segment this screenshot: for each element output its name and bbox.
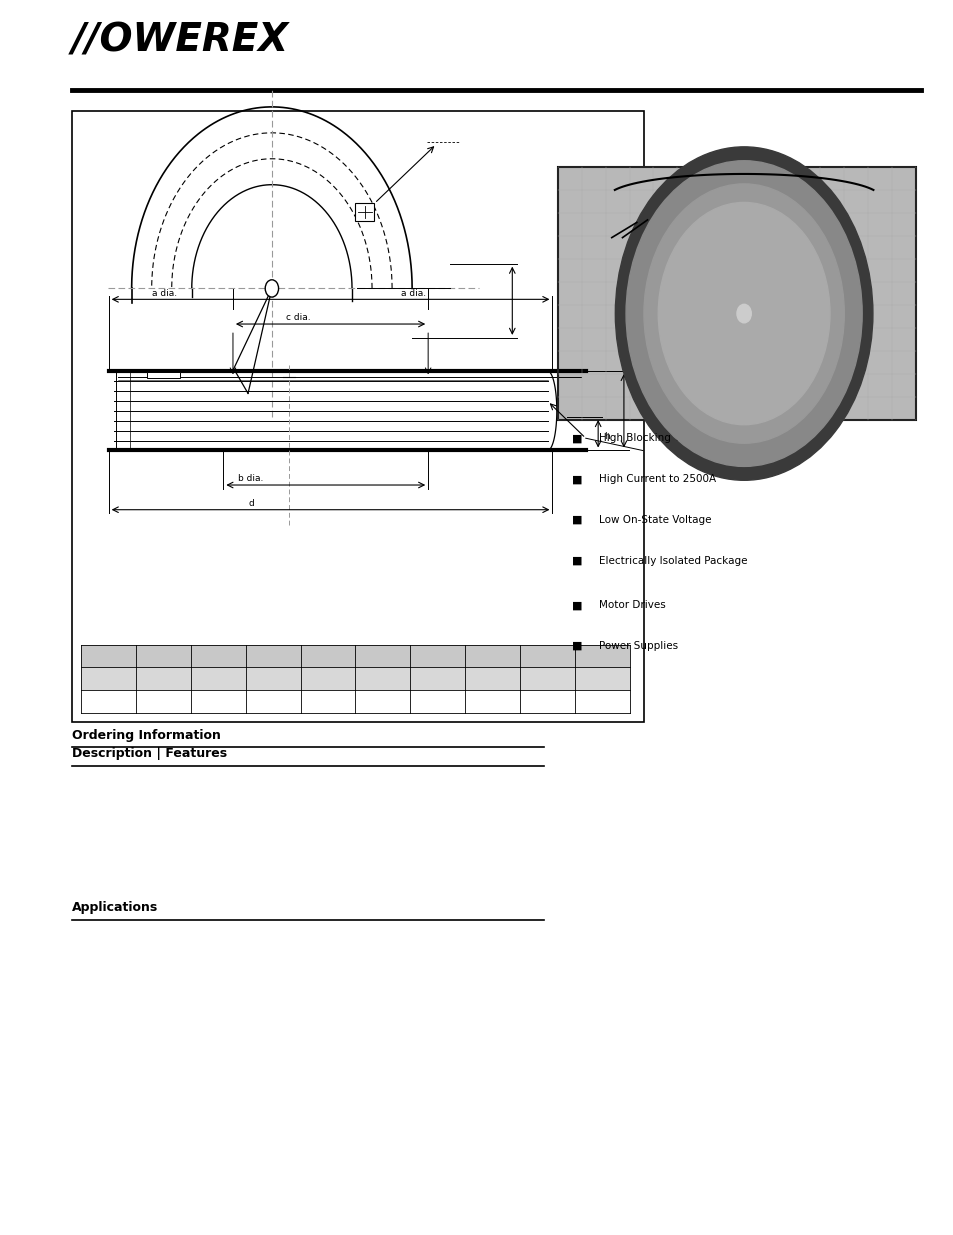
Circle shape [265, 280, 278, 298]
Circle shape [668, 216, 819, 411]
Text: Motor Drives: Motor Drives [598, 600, 665, 610]
Circle shape [690, 245, 797, 383]
Text: a dia.: a dia. [400, 289, 425, 298]
Text: c dia.: c dia. [286, 314, 311, 322]
Bar [81, 667, 629, 690]
Bar [147, 372, 180, 378]
Text: h: h [603, 431, 609, 441]
Text: Electrically Isolated Package: Electrically Isolated Package [598, 556, 747, 566]
Text: High Blocking Voltage to 4000V: High Blocking Voltage to 4000V [598, 433, 763, 443]
Text: High Current to 2500A: High Current to 2500A [598, 474, 716, 484]
Circle shape [679, 230, 807, 396]
Circle shape [658, 203, 829, 425]
Circle shape [658, 203, 829, 425]
Bar [558, 167, 915, 420]
Bar [81, 690, 629, 713]
Text: ■: ■ [572, 641, 582, 651]
Bar [71, 111, 643, 722]
Text: ■: ■ [572, 600, 582, 610]
Text: d: d [248, 499, 253, 508]
Circle shape [625, 161, 862, 467]
Text: Description | Features: Description | Features [71, 747, 227, 760]
Text: ■: ■ [572, 556, 582, 566]
Text: //OWEREX: //OWEREX [71, 21, 289, 59]
Text: Applications: Applications [71, 902, 157, 914]
Text: ■: ■ [572, 515, 582, 525]
Text: ■: ■ [572, 474, 582, 484]
Bar [355, 204, 375, 221]
Circle shape [643, 184, 843, 443]
Text: b dia.: b dia. [238, 474, 263, 483]
Text: Low On-State Voltage: Low On-State Voltage [598, 515, 711, 525]
Circle shape [647, 189, 840, 438]
Text: ■: ■ [572, 433, 582, 443]
Circle shape [615, 147, 872, 480]
Text: Power Supplies: Power Supplies [598, 641, 678, 651]
Circle shape [736, 304, 750, 322]
Text: e: e [631, 391, 637, 400]
Bar [81, 645, 629, 667]
Text: a dia.: a dia. [152, 289, 177, 298]
Text: Ordering Information: Ordering Information [71, 729, 220, 741]
